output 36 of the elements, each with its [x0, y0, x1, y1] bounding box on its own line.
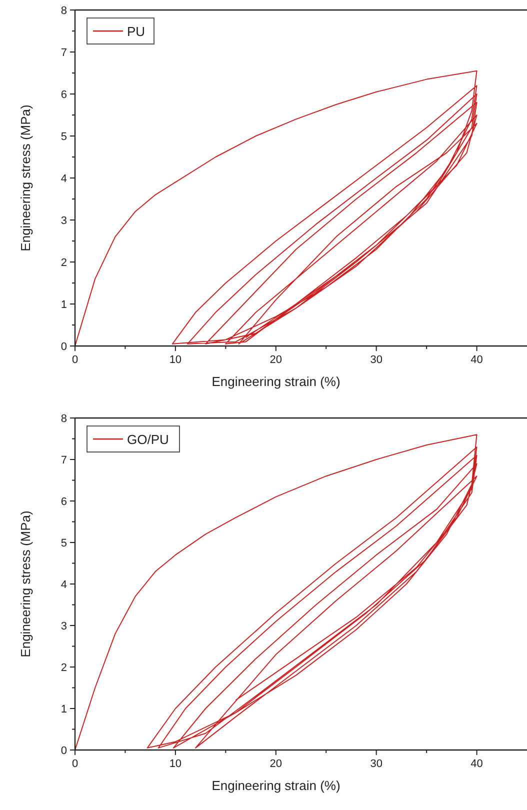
- x-tick-label: 40: [470, 354, 483, 366]
- y-tick-label: 3: [60, 215, 67, 227]
- legend-label: GO/PU: [127, 432, 169, 447]
- x-tick-label: 40: [470, 758, 483, 770]
- y-tick-label: 2: [60, 662, 67, 674]
- line-series: [75, 70, 478, 346]
- y-tick-label: 6: [60, 89, 67, 101]
- x-tick-label: 0: [72, 758, 78, 770]
- x-tick-label: 30: [370, 758, 382, 770]
- x-tick-label: 10: [169, 354, 182, 366]
- y-axis-title: Engineering stress (MPa): [18, 510, 33, 658]
- y-tick-label: 7: [60, 454, 67, 466]
- y-axis-title: Engineering stress (MPa): [18, 104, 33, 252]
- line-series: [75, 434, 478, 750]
- y-tick-label: 8: [60, 5, 67, 17]
- y-tick-label: 8: [60, 413, 67, 425]
- y-tick-label: 6: [60, 496, 67, 508]
- y-tick-label: 7: [60, 47, 67, 59]
- x-tick-label: 30: [370, 354, 382, 366]
- y-tick-label: 1: [60, 299, 67, 311]
- y-tick-label: 5: [60, 131, 67, 143]
- y-tick-label: 0: [60, 745, 67, 757]
- y-tick-label: 4: [60, 173, 67, 185]
- y-tick-label: 2: [60, 257, 67, 269]
- y-tick-label: 1: [60, 704, 67, 716]
- x-axis-title: Engineering strain (%): [212, 778, 340, 793]
- x-tick-label: 10: [169, 758, 182, 770]
- y-tick-label: 5: [60, 538, 67, 550]
- x-tick-label: 20: [270, 758, 282, 770]
- x-axis-title: Engineering strain (%): [212, 374, 340, 389]
- y-tick-label: 0: [60, 341, 67, 353]
- y-tick-label: 4: [60, 579, 67, 591]
- x-tick-label: 0: [72, 354, 78, 366]
- legend-label: PU: [127, 24, 146, 39]
- x-tick-label: 20: [270, 354, 282, 366]
- y-tick-label: 3: [60, 620, 67, 632]
